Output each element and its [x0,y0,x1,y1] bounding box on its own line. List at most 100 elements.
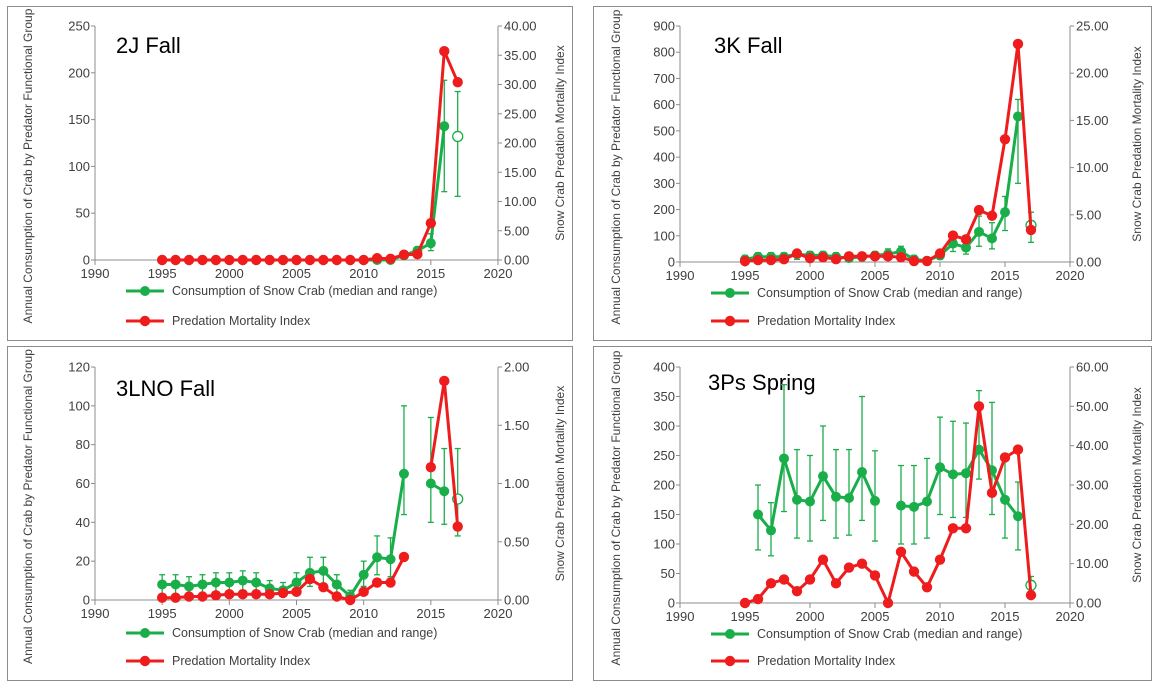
y2-tick-label: 0.50 [504,534,529,549]
consumption-point [358,569,369,580]
pmi-point [882,597,894,609]
y2-tick-label: 20.00 [1076,66,1109,81]
pmi-point [183,254,195,266]
consumption-point [961,242,971,253]
consumption-point [935,462,945,473]
pmi-line [162,49,460,262]
pmi-point [752,254,764,266]
pmi-point [947,523,959,534]
y-axis-title: Annual Consumption of Crab by Predator F… [21,347,35,664]
panel-title: 3K Fall [714,33,782,58]
consumption-point [844,492,854,503]
pmi-point [843,562,855,573]
x-tick-label: 2010 [349,266,378,281]
pmi-point [739,597,751,609]
y2-tick-label: 25.00 [504,106,537,121]
consumption-point [197,579,208,590]
consumption-line [756,448,1020,532]
consumption-point [237,575,248,586]
pmi-point [197,591,208,602]
pmi-point [331,591,342,602]
y-tick-label: 100 [68,398,90,413]
y-tick-label: 0 [668,596,675,611]
chart-3lno-fall: 0 20 40 60 80 100 120 0.00 0.50 1.00 1.50 2.00 1990 1… [21,303,567,668]
pmi-point [1025,224,1037,236]
consumption-point [792,494,802,505]
legend-swatch-pmi-marker [724,315,736,327]
x-tick-label: 1995 [731,609,760,624]
pmi-point [318,254,329,266]
pmi-point [986,487,998,499]
consumption-point [291,577,302,588]
consumption-point [331,579,342,590]
consumption-point [948,469,958,480]
x-tick-label: 1990 [81,266,110,281]
pmi-point [765,254,777,266]
x-tick-label: 2000 [796,268,825,283]
pmi-point [999,452,1011,463]
x-tick-label: 1990 [81,606,110,621]
pmi-point [791,248,803,259]
legend-label-consumption: Consumption of Snow Crab (median and ran… [172,626,437,640]
y-tick-label: 250 [653,448,675,463]
series-pmi [156,375,463,606]
pmi-point [843,251,855,262]
consumption-point [896,500,906,511]
y-tick-label: 200 [653,202,675,217]
pmi-point [251,588,262,600]
series-pmi [156,45,463,266]
pmi-point [237,588,248,600]
legend-swatch-consumption-marker [140,286,150,296]
consumption-point [1000,207,1010,218]
x-tick-label: 2000 [796,609,825,624]
y2-axis-title: Snow Crab Predation Mortality Index [1130,387,1144,582]
legend: Consumption of Snow Crab (median and ran… [711,627,1022,668]
y2-axis-title: Snow Crab Predation Mortality Index [553,45,567,240]
y2-tick-label: 50.00 [1076,399,1109,414]
x-tick-label: 2015 [991,268,1020,283]
panel-3lno-fall: 0 20 40 60 80 100 120 0.00 0.50 1.00 1.50 2.00 1990 1… [7,303,573,681]
pmi-point [170,254,181,266]
y-tick-label: 500 [653,123,675,138]
pmi-point [778,253,790,265]
chart-3ps-spring: 0 50 100 150 200 250 300 350 400 0.00 10.00 20.00 30… [609,305,1144,668]
consumption-point [805,496,815,507]
consumption-point [961,468,971,479]
panel-3ps-spring: 0 50 100 150 200 250 300 350 400 0.00 10.00 20.00 30… [593,305,1152,681]
consumption-point [766,525,776,536]
x-tick-label: 2000 [215,266,244,281]
pmi-point [856,251,868,262]
consumption-point [439,121,450,132]
legend: Consumption of Snow Crab (median and ran… [126,626,437,668]
x-tick-label: 1990 [666,609,695,624]
consumption-point [831,491,841,502]
pmi-point [183,591,195,602]
pmi-point [921,582,933,593]
pmi-point [960,234,972,245]
consumption-point-open [452,130,464,143]
legend-label-consumption: Consumption of Snow Crab (median and ran… [757,286,1022,300]
y-tick-label: 700 [653,71,675,86]
consumption-point [184,581,195,592]
y2-tick-label: 30.00 [1076,478,1109,493]
pmi-point [765,578,777,589]
series-consumption [740,98,1037,266]
pmi-point [869,251,881,262]
pmi-line [744,404,1033,605]
pmi-point [371,253,383,264]
legend-swatch-pmi-marker [139,655,151,667]
y2-tick-label: 10.00 [1076,556,1109,571]
x-tick-label: 2010 [926,268,955,283]
pmi-point [804,574,816,585]
panel-3k-fall: 0 100 200 300 400 500 600 700 800 900 0.00 5.00 10.0… [593,0,1152,341]
y-tick-label: 0 [83,593,90,608]
pmi-point [224,254,235,266]
pmi-point [398,551,410,563]
consumption-point [398,468,409,479]
x-tick-label: 2020 [1056,268,1085,283]
consumption-point [779,453,789,464]
y-tick-label: 40 [76,515,90,530]
y-tick-label: 400 [653,150,675,165]
y2-tick-label: 10.00 [1076,160,1109,175]
pmi-point [1012,38,1024,50]
